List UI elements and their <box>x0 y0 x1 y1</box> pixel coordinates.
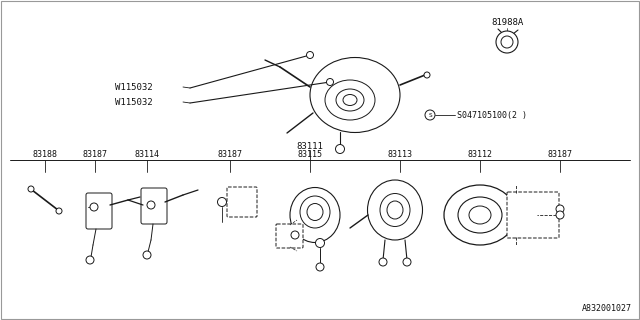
Text: S: S <box>428 113 432 117</box>
Circle shape <box>307 52 314 59</box>
Ellipse shape <box>367 180 422 240</box>
Text: 83115: 83115 <box>298 149 323 158</box>
Circle shape <box>326 78 333 85</box>
Circle shape <box>316 263 324 271</box>
Text: 83187: 83187 <box>547 149 573 158</box>
Circle shape <box>425 110 435 120</box>
Ellipse shape <box>343 94 357 106</box>
Text: 83113: 83113 <box>387 149 413 158</box>
Text: S047105100(2 ): S047105100(2 ) <box>457 110 527 119</box>
Circle shape <box>90 203 98 211</box>
Ellipse shape <box>458 197 502 233</box>
FancyBboxPatch shape <box>141 188 167 224</box>
Text: A832001027: A832001027 <box>582 304 632 313</box>
Circle shape <box>86 256 94 264</box>
FancyBboxPatch shape <box>86 193 112 229</box>
Circle shape <box>501 36 513 48</box>
Circle shape <box>496 31 518 53</box>
Circle shape <box>556 211 564 219</box>
Text: 83187: 83187 <box>83 149 108 158</box>
Text: W115032: W115032 <box>115 98 152 107</box>
Circle shape <box>143 251 151 259</box>
Circle shape <box>56 208 62 214</box>
Ellipse shape <box>300 196 330 228</box>
Circle shape <box>218 197 227 206</box>
Ellipse shape <box>380 194 410 227</box>
Circle shape <box>316 238 324 247</box>
FancyBboxPatch shape <box>507 192 559 238</box>
Ellipse shape <box>469 206 491 224</box>
Circle shape <box>147 201 155 209</box>
Ellipse shape <box>387 201 403 219</box>
Text: W115032: W115032 <box>115 83 152 92</box>
Circle shape <box>556 205 564 213</box>
Text: 83112: 83112 <box>467 149 493 158</box>
Ellipse shape <box>336 89 364 111</box>
Text: 83114: 83114 <box>134 149 159 158</box>
Circle shape <box>424 72 430 78</box>
Circle shape <box>291 231 299 239</box>
Circle shape <box>379 258 387 266</box>
FancyBboxPatch shape <box>276 224 303 248</box>
Ellipse shape <box>444 185 516 245</box>
Circle shape <box>335 145 344 154</box>
Ellipse shape <box>307 204 323 220</box>
Text: 83188: 83188 <box>33 149 58 158</box>
Text: 83111: 83111 <box>296 141 323 150</box>
Circle shape <box>403 258 411 266</box>
Circle shape <box>28 186 34 192</box>
Text: 81988A: 81988A <box>491 18 523 27</box>
Ellipse shape <box>310 58 400 132</box>
Text: 83187: 83187 <box>218 149 243 158</box>
Ellipse shape <box>325 80 375 120</box>
FancyBboxPatch shape <box>227 187 257 217</box>
Ellipse shape <box>290 188 340 243</box>
